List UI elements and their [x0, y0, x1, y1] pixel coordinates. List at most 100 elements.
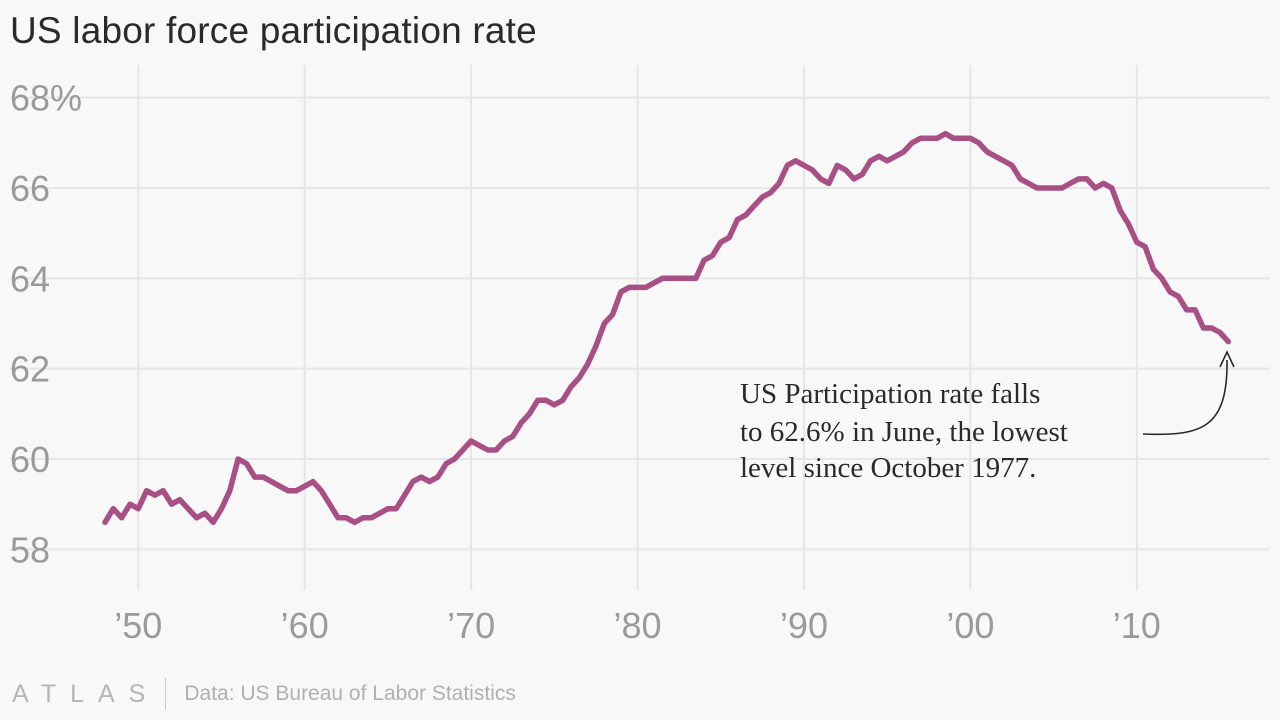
- y-axis-ticks: 68% 66 64 62 60 58: [10, 78, 82, 571]
- data-point: [253, 475, 257, 479]
- data-point: [278, 484, 282, 488]
- data-point: [444, 462, 448, 466]
- data-point: [319, 489, 323, 493]
- data-point: [660, 276, 665, 280]
- data-point: [219, 507, 224, 511]
- data-point: [103, 520, 107, 524]
- data-point: [594, 344, 598, 348]
- data-point: [1052, 186, 1056, 190]
- data-point: [336, 516, 340, 520]
- data-point: [1176, 294, 1180, 298]
- data-point: [1151, 267, 1155, 271]
- data-point: [1077, 177, 1081, 181]
- data-point: [211, 520, 215, 524]
- data-point: [735, 218, 740, 222]
- data-point: [952, 136, 956, 140]
- data-point: [294, 489, 298, 493]
- data-point: [145, 489, 149, 493]
- data-point: [727, 236, 731, 240]
- data-point: [569, 385, 573, 389]
- annotation-arrow: [1142, 359, 1228, 436]
- data-point: [710, 254, 715, 258]
- data-point: [835, 163, 839, 167]
- data-point: [1101, 181, 1106, 185]
- atlas-logo: ATLAS: [12, 679, 160, 708]
- data-point: [760, 195, 765, 199]
- data-point: [1085, 177, 1089, 181]
- data-point: [844, 168, 848, 172]
- data-point: [644, 285, 648, 289]
- annotation-line-3: level since October 1977.: [740, 452, 1036, 484]
- data-point: [561, 398, 565, 402]
- data-point: [985, 150, 989, 154]
- data-point: [719, 240, 723, 244]
- data-point: [910, 141, 914, 145]
- data-point: [1118, 208, 1122, 213]
- data-point: [819, 177, 823, 181]
- data-point: [261, 475, 265, 479]
- data-point: [1135, 240, 1139, 244]
- data-point: [386, 507, 390, 511]
- data-point: [136, 507, 140, 511]
- data-point: [178, 498, 182, 502]
- source-text: Data: US Bureau of Labor Statistics: [184, 682, 516, 705]
- data-point: [968, 136, 973, 140]
- data-point: [536, 398, 540, 402]
- data-point: [1185, 308, 1189, 312]
- annotation: US Participation rate falls to 62.6% in …: [740, 350, 1235, 484]
- y-tick-label: 58: [10, 529, 50, 570]
- data-point: [153, 493, 157, 497]
- data-point: [427, 480, 432, 484]
- annotation-line-1: US Participation rate falls: [740, 378, 1040, 410]
- data-point: [1027, 181, 1031, 185]
- y-tick-label: 62: [10, 349, 50, 390]
- annotation-line-2: to 62.6% in June, the lowest: [740, 416, 1068, 448]
- data-point: [486, 448, 490, 452]
- data-point: [602, 321, 606, 326]
- data-point: [677, 276, 681, 280]
- data-point: [868, 159, 873, 163]
- data-point: [935, 136, 939, 140]
- data-point: [1068, 181, 1072, 185]
- data-point: [1201, 326, 1205, 330]
- data-point: [394, 507, 398, 511]
- data-point: [927, 136, 931, 140]
- data-point: [1168, 290, 1172, 294]
- data-point: [519, 421, 523, 425]
- data-point: [611, 312, 615, 317]
- data-point: [577, 376, 581, 380]
- series-line: [102, 130, 1232, 526]
- data-point: [1193, 308, 1197, 312]
- data-point: [477, 443, 481, 448]
- data-point: [1060, 186, 1064, 190]
- data-point: [378, 511, 382, 515]
- data-point: [194, 516, 199, 520]
- grid-lines: [10, 65, 1270, 590]
- data-point: [918, 136, 923, 140]
- data-point: [627, 285, 631, 289]
- x-tick-label: ’50: [114, 605, 162, 646]
- data-point: [827, 181, 831, 185]
- series-layer: [102, 130, 1232, 526]
- data-point: [511, 434, 515, 439]
- data-point: [685, 276, 690, 280]
- y-tick-label: 68%: [10, 78, 82, 119]
- data-point: [652, 281, 656, 285]
- data-point: [810, 168, 814, 172]
- data-point: [552, 403, 556, 407]
- data-point: [669, 276, 673, 280]
- x-tick-label: ’70: [447, 605, 495, 646]
- data-point: [461, 448, 465, 452]
- data-point: [619, 290, 623, 294]
- data-point: [361, 516, 365, 520]
- data-point: [694, 276, 698, 280]
- data-point: [993, 154, 997, 158]
- data-point: [885, 159, 889, 163]
- data-point: [186, 507, 190, 511]
- data-point: [303, 484, 307, 488]
- data-point: [328, 502, 332, 506]
- data-point: [1018, 177, 1022, 181]
- data-point: [794, 159, 798, 163]
- data-point: [128, 502, 132, 506]
